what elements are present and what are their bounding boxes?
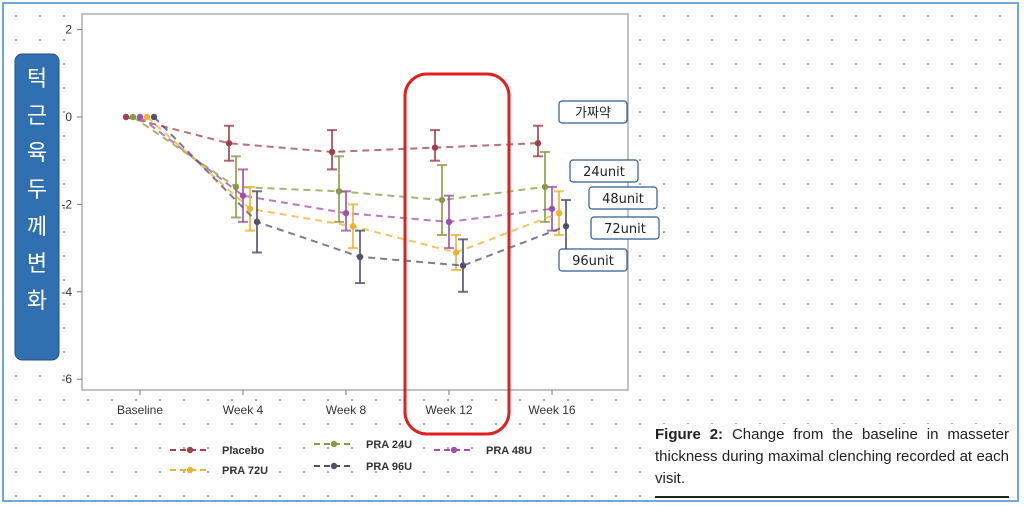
y-tick-label: -6: [61, 372, 72, 386]
data-point: [328, 148, 336, 156]
callout-box: [588, 186, 658, 210]
x-tick-label: Week 16: [528, 403, 575, 417]
callout-label: 72unit: [604, 222, 646, 237]
callout-box: [558, 248, 628, 272]
legend-label: PRA 48U: [486, 445, 532, 457]
y-axis-label-box: [14, 53, 60, 361]
data-point: [431, 144, 439, 151]
figure-caption: Figure 2: Change from the baseline in ma…: [655, 424, 1009, 498]
data-point: [555, 209, 563, 217]
x-tick-label: Week 4: [223, 403, 264, 417]
data-point: [232, 183, 240, 191]
caption-text: Change from the baseline in masseter thi…: [655, 426, 1009, 487]
series-pra-72u: [143, 113, 564, 271]
data-point: [562, 223, 570, 230]
plot-area: [81, 13, 629, 391]
x-tick-label: Week 12: [425, 403, 472, 417]
y-axis-label-char: 두: [27, 178, 47, 203]
callout-label: 24unit: [583, 165, 625, 180]
data-point: [246, 205, 254, 212]
y-axis-label-char: 께: [27, 215, 47, 240]
series-pra-24u: [129, 113, 550, 236]
data-point: [122, 113, 130, 121]
legend-swatch-marker: [330, 440, 338, 448]
x-tick-label: Week 8: [326, 403, 367, 417]
data-point: [335, 188, 343, 195]
series-pra-96u: [150, 113, 571, 293]
callout-label: 가짜약: [575, 106, 611, 121]
data-point: [136, 113, 144, 121]
y-tick-label: -2: [61, 197, 72, 211]
y-axis-label-char: 변: [27, 252, 47, 277]
y-axis-label-char: 화: [27, 289, 47, 314]
data-point: [445, 218, 453, 226]
callout-label: 48unit: [602, 192, 644, 207]
y-axis-label-char: 근: [27, 104, 47, 129]
legend-swatch-marker: [186, 446, 194, 454]
data-point: [253, 218, 261, 226]
data-point: [342, 209, 350, 217]
y-tick-label: 0: [65, 110, 72, 124]
y-axis-label-char: 육: [27, 141, 47, 166]
data-point: [534, 140, 542, 147]
data-point: [459, 262, 467, 269]
data-point: [129, 113, 137, 121]
legend-swatch-marker: [330, 462, 338, 470]
data-point: [143, 113, 151, 121]
legend-swatch-marker: [186, 466, 194, 474]
callout-box: [569, 159, 639, 183]
data-point: [548, 205, 556, 212]
data-point: [349, 223, 357, 230]
legend-label: PRA 24U: [366, 439, 412, 451]
series-line: [132, 116, 546, 202]
data-point: [438, 196, 446, 204]
legend-label: PRA 96U: [366, 461, 412, 473]
x-tick-label: Baseline: [117, 403, 163, 417]
series-placebo: [122, 113, 543, 171]
data-point: [356, 253, 364, 261]
callout-box: [590, 216, 660, 240]
data-point: [239, 192, 247, 199]
legend-label: PRA 72U: [222, 465, 268, 477]
caption-label: Figure 2:: [655, 426, 724, 443]
y-tick-label: -4: [61, 285, 72, 299]
data-point: [150, 113, 158, 121]
series-pra-48u: [136, 113, 557, 250]
legend-swatch-marker: [450, 446, 458, 454]
data-point: [541, 183, 549, 191]
data-point: [452, 249, 460, 256]
week12-highlight-box: [403, 72, 511, 436]
callout-label: 96unit: [572, 254, 614, 269]
callout-box: [558, 100, 628, 124]
data-point: [225, 140, 233, 147]
y-axis-label-char: 턱: [27, 67, 47, 92]
legend-label: Placebo: [222, 445, 264, 457]
y-tick-label: 2: [65, 23, 72, 37]
